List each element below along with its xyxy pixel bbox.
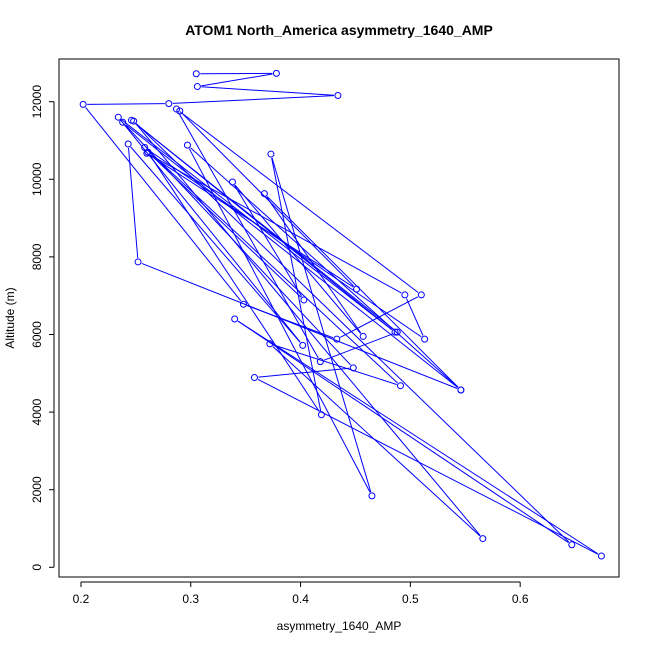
- data-point: [79, 100, 87, 108]
- y-axis-label: Altitude (m): [3, 287, 17, 348]
- series-segment: [149, 155, 320, 412]
- y-tick-label: 6000: [30, 321, 44, 348]
- y-tick-label: 12000: [30, 85, 44, 119]
- series-segment: [201, 86, 334, 96]
- data-point: [299, 341, 307, 349]
- data-point: [141, 143, 149, 151]
- y-axis: 0 2000 4000 6000 8000 10000 12000: [30, 85, 55, 571]
- data-point: [165, 100, 173, 108]
- data-point: [479, 535, 487, 543]
- data-point: [417, 291, 425, 299]
- series-segment: [234, 184, 361, 334]
- data-point: [393, 328, 401, 336]
- data-point: [231, 315, 239, 323]
- data-point: [250, 374, 258, 382]
- series-segment: [266, 196, 459, 388]
- series-layer: [79, 69, 605, 560]
- data-point: [353, 285, 361, 293]
- data-point: [183, 141, 191, 149]
- data-point: [192, 70, 200, 78]
- series-segment: [150, 154, 402, 294]
- series-segment: [147, 149, 422, 338]
- data-point: [349, 364, 357, 372]
- data-point: [597, 552, 605, 560]
- series-segment: [134, 122, 393, 331]
- series-segment: [271, 157, 372, 493]
- series-segment: [237, 320, 599, 555]
- series-segment: [258, 367, 350, 378]
- series-segment: [172, 95, 334, 104]
- series-segment: [179, 111, 419, 293]
- data-point: [396, 382, 404, 390]
- data-point: [272, 69, 280, 77]
- x-tick-label: 0.3: [182, 592, 199, 606]
- series-segment: [234, 185, 303, 297]
- data-point: [368, 492, 376, 500]
- data-point: [134, 258, 142, 266]
- series-segment: [271, 157, 322, 411]
- data-point: [317, 411, 325, 419]
- data-point: [114, 113, 122, 121]
- x-tick-label: 0.6: [512, 592, 529, 606]
- data-point: [119, 118, 127, 126]
- data-point: [316, 358, 324, 366]
- series-segment: [120, 119, 301, 343]
- data-point: [124, 140, 132, 148]
- chart-title: ATOM1 North_America asymmetry_1640_AMP: [185, 22, 493, 38]
- data-point: [130, 117, 138, 125]
- data-point: [359, 332, 367, 340]
- y-tick-label: 0: [30, 564, 44, 571]
- series-segment: [201, 73, 273, 87]
- data-point: [260, 190, 268, 198]
- x-axis-label: asymmetry_1640_AMP: [277, 619, 402, 633]
- data-point: [391, 328, 399, 336]
- series-segment: [85, 107, 242, 302]
- series-segment: [406, 298, 424, 336]
- data-point: [143, 149, 151, 157]
- series-segment: [188, 148, 371, 493]
- series-segment: [141, 262, 458, 389]
- data-point: [421, 335, 429, 343]
- series-segment: [273, 344, 397, 385]
- data-point: [568, 541, 576, 549]
- series-segment: [135, 123, 481, 536]
- series-segment: [237, 320, 569, 543]
- data-point: [144, 148, 152, 156]
- y-tick-label: 2000: [30, 476, 44, 503]
- y-tick-label: 4000: [30, 398, 44, 425]
- x-axis: 0.2 0.3 0.4 0.5 0.6: [73, 581, 529, 606]
- series-segment: [178, 112, 319, 359]
- series-segment: [130, 146, 301, 343]
- data-point: [228, 178, 236, 186]
- y-tick-label: 10000: [30, 162, 44, 196]
- data-point: [333, 335, 341, 343]
- series-segment: [147, 149, 398, 384]
- x-tick-label: 0.2: [73, 592, 90, 606]
- series-segment: [182, 113, 355, 287]
- data-point: [267, 150, 275, 158]
- data-point: [193, 83, 201, 91]
- series-segment: [87, 103, 165, 105]
- series-segment: [125, 124, 459, 388]
- data-point: [401, 291, 409, 299]
- series-segment: [272, 346, 481, 537]
- plot-frame: [58, 58, 620, 578]
- x-tick-label: 0.5: [402, 592, 419, 606]
- data-point: [239, 300, 247, 308]
- data-point: [176, 107, 184, 115]
- data-point: [300, 296, 308, 304]
- data-point: [266, 340, 274, 348]
- data-point: [334, 91, 342, 99]
- data-point: [457, 386, 465, 394]
- y-tick-label: 8000: [30, 243, 44, 270]
- series-segment: [266, 196, 362, 334]
- series-segment: [257, 378, 599, 555]
- series-segment: [128, 147, 139, 258]
- x-tick-label: 0.4: [292, 592, 309, 606]
- series-segment: [149, 155, 354, 288]
